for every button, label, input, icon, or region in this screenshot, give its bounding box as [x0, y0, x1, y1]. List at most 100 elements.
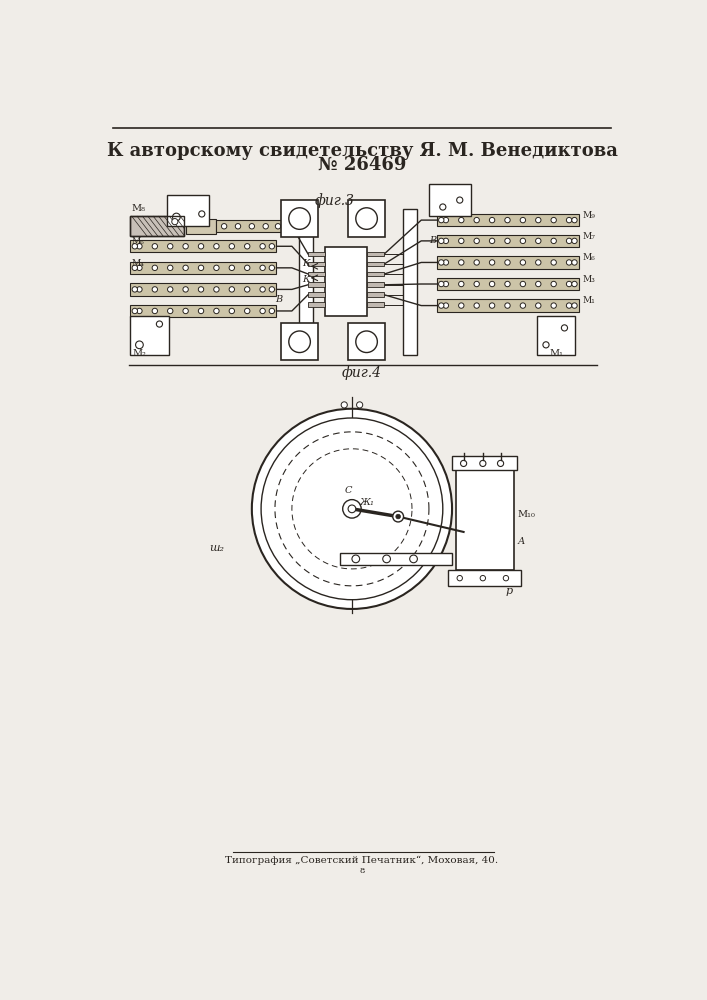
Bar	[368, 292, 385, 297]
Text: В: В	[429, 236, 436, 245]
Circle shape	[489, 303, 495, 308]
Circle shape	[229, 287, 235, 292]
Bar	[348, 323, 385, 360]
Bar	[437, 278, 579, 290]
Bar	[537, 316, 575, 355]
Circle shape	[409, 555, 417, 563]
Circle shape	[356, 402, 363, 408]
Text: М₈: М₈	[132, 204, 146, 213]
Bar	[130, 316, 169, 355]
Bar	[281, 200, 318, 237]
Circle shape	[214, 244, 219, 249]
Circle shape	[341, 402, 347, 408]
Circle shape	[136, 244, 142, 249]
Circle shape	[438, 238, 444, 244]
Circle shape	[489, 238, 495, 244]
Circle shape	[275, 224, 281, 229]
Circle shape	[382, 555, 390, 563]
Circle shape	[480, 575, 486, 581]
Circle shape	[269, 244, 274, 249]
Bar	[437, 256, 579, 269]
Bar	[348, 200, 385, 237]
Circle shape	[551, 303, 556, 308]
Circle shape	[566, 281, 572, 287]
Circle shape	[199, 308, 204, 314]
Text: В: В	[275, 295, 282, 304]
Circle shape	[356, 208, 378, 229]
Circle shape	[269, 308, 274, 314]
Circle shape	[168, 308, 173, 314]
Circle shape	[572, 281, 577, 287]
Circle shape	[457, 575, 462, 581]
Circle shape	[245, 287, 250, 292]
Text: М₃: М₃	[582, 275, 595, 284]
Circle shape	[474, 217, 479, 223]
Circle shape	[440, 204, 446, 210]
Text: фиг.3: фиг.3	[315, 193, 355, 208]
Circle shape	[132, 265, 137, 271]
Text: М₂: М₂	[132, 349, 146, 358]
Circle shape	[443, 217, 448, 223]
Circle shape	[152, 308, 158, 314]
Circle shape	[156, 321, 163, 327]
Bar	[130, 283, 276, 296]
Text: № 26469: № 26469	[317, 156, 406, 174]
Bar	[456, 470, 514, 570]
Circle shape	[132, 308, 137, 314]
Bar	[308, 262, 325, 266]
Circle shape	[199, 287, 204, 292]
Bar	[299, 209, 312, 355]
Bar	[403, 209, 416, 355]
Text: М₆: М₆	[132, 237, 144, 246]
Circle shape	[172, 219, 178, 225]
Circle shape	[173, 213, 180, 221]
Circle shape	[245, 244, 250, 249]
Bar	[429, 184, 472, 216]
Circle shape	[520, 238, 525, 244]
Text: М₁: М₁	[582, 296, 595, 305]
Circle shape	[536, 303, 541, 308]
Circle shape	[543, 342, 549, 348]
Bar	[308, 292, 325, 297]
Circle shape	[288, 208, 310, 229]
Circle shape	[136, 265, 142, 271]
Circle shape	[199, 244, 204, 249]
Bar	[325, 247, 368, 316]
Circle shape	[474, 281, 479, 287]
Circle shape	[214, 265, 219, 271]
Circle shape	[566, 217, 572, 223]
Bar	[437, 214, 579, 226]
Circle shape	[489, 217, 495, 223]
Circle shape	[474, 303, 479, 308]
Circle shape	[505, 217, 510, 223]
Bar	[368, 252, 385, 256]
Circle shape	[269, 287, 274, 292]
Circle shape	[505, 238, 510, 244]
Text: М₇: М₇	[582, 232, 595, 241]
Text: К: К	[302, 275, 310, 284]
Circle shape	[152, 265, 158, 271]
Circle shape	[183, 265, 188, 271]
Circle shape	[132, 287, 137, 292]
Bar	[130, 262, 276, 274]
Circle shape	[168, 244, 173, 249]
Circle shape	[136, 341, 144, 349]
Circle shape	[261, 418, 443, 600]
Circle shape	[551, 217, 556, 223]
Circle shape	[356, 331, 378, 353]
Text: М₁₀: М₁₀	[518, 510, 535, 519]
Bar	[167, 195, 209, 226]
Bar	[368, 282, 385, 287]
Circle shape	[572, 260, 577, 265]
Circle shape	[489, 260, 495, 265]
Circle shape	[474, 238, 479, 244]
Circle shape	[572, 238, 577, 244]
Text: К авторскому свидетельству Я. М. Венедиктова: К авторскому свидетельству Я. М. Венедик…	[107, 142, 617, 160]
Circle shape	[132, 244, 137, 249]
Circle shape	[152, 287, 158, 292]
Circle shape	[505, 281, 510, 287]
Circle shape	[474, 260, 479, 265]
Circle shape	[136, 287, 142, 292]
Text: р: р	[506, 586, 513, 596]
Circle shape	[443, 260, 448, 265]
